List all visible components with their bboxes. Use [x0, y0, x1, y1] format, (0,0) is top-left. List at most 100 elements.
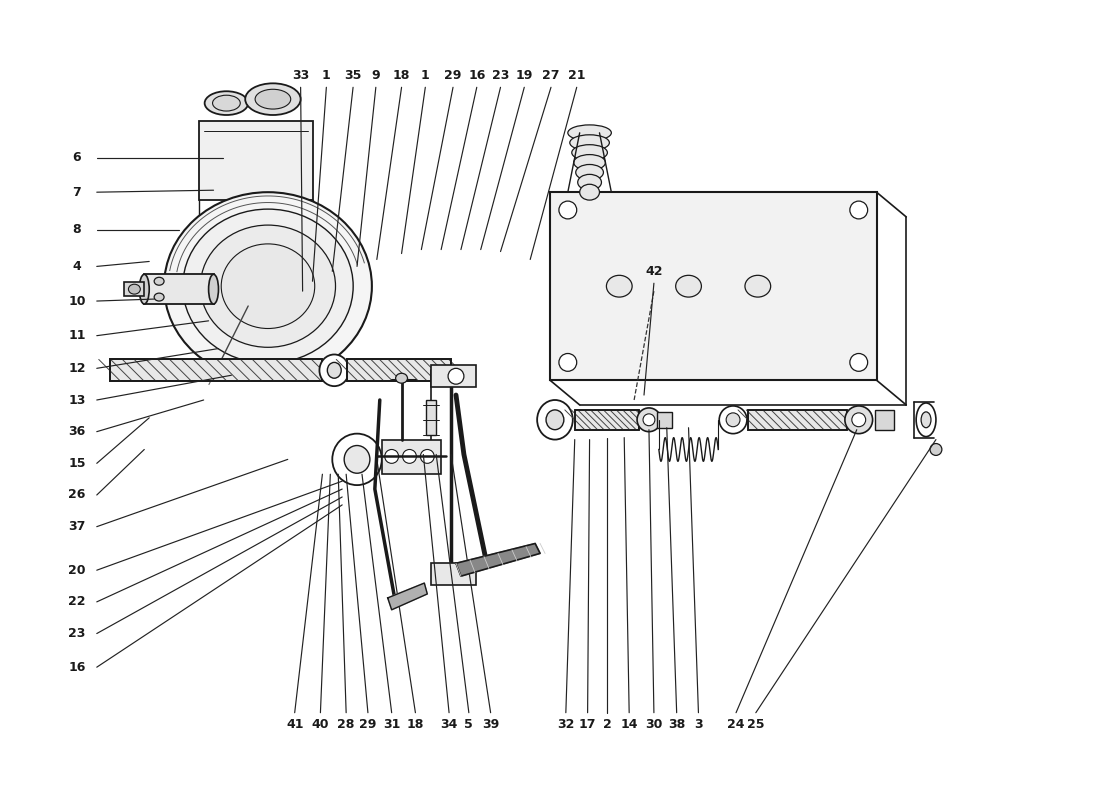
- Bar: [574, 410, 639, 430]
- Text: 21: 21: [568, 69, 585, 82]
- Text: 26: 26: [68, 489, 86, 502]
- Text: 29: 29: [360, 718, 376, 731]
- Ellipse shape: [425, 442, 438, 457]
- Text: 29: 29: [444, 69, 462, 82]
- Text: 24: 24: [727, 718, 745, 731]
- Ellipse shape: [578, 174, 602, 190]
- Text: 33: 33: [292, 69, 309, 82]
- Text: 40: 40: [311, 718, 329, 731]
- Text: 39: 39: [482, 718, 499, 731]
- Text: 1: 1: [421, 69, 430, 82]
- Ellipse shape: [245, 83, 300, 115]
- Text: 20: 20: [68, 564, 86, 577]
- Ellipse shape: [205, 91, 249, 115]
- Ellipse shape: [183, 209, 353, 363]
- Text: 12: 12: [68, 362, 86, 375]
- Bar: [382, 439, 441, 474]
- Ellipse shape: [850, 201, 868, 219]
- Text: 7: 7: [73, 186, 81, 198]
- Ellipse shape: [328, 362, 341, 378]
- Ellipse shape: [637, 408, 661, 432]
- Text: 41: 41: [286, 718, 304, 731]
- Ellipse shape: [675, 275, 702, 297]
- Ellipse shape: [448, 368, 464, 384]
- Text: 9: 9: [372, 69, 381, 82]
- Ellipse shape: [154, 278, 164, 286]
- Ellipse shape: [420, 450, 434, 463]
- Ellipse shape: [129, 284, 141, 294]
- Ellipse shape: [344, 446, 370, 474]
- Ellipse shape: [200, 225, 336, 347]
- Text: 10: 10: [68, 294, 86, 307]
- Ellipse shape: [209, 274, 219, 304]
- Ellipse shape: [916, 403, 936, 437]
- Text: 2: 2: [603, 718, 612, 731]
- Bar: [110, 359, 322, 381]
- Text: 4: 4: [73, 260, 81, 273]
- Ellipse shape: [644, 414, 654, 426]
- Ellipse shape: [575, 165, 604, 180]
- Ellipse shape: [332, 434, 382, 485]
- Ellipse shape: [255, 90, 290, 109]
- Text: 6: 6: [73, 151, 81, 164]
- Bar: [748, 410, 847, 430]
- Bar: [110, 359, 322, 381]
- Ellipse shape: [580, 184, 600, 200]
- Ellipse shape: [921, 412, 931, 428]
- Text: 23: 23: [68, 627, 86, 640]
- Text: 8: 8: [73, 223, 81, 236]
- Text: 32: 32: [557, 718, 574, 731]
- Polygon shape: [456, 543, 540, 576]
- Text: 25: 25: [747, 718, 764, 731]
- Ellipse shape: [606, 275, 632, 297]
- Bar: [550, 192, 877, 380]
- Ellipse shape: [850, 354, 868, 371]
- Text: 16: 16: [68, 661, 86, 674]
- Text: 18: 18: [393, 69, 410, 82]
- Ellipse shape: [396, 374, 407, 383]
- Text: 27: 27: [542, 69, 560, 82]
- Text: 22: 22: [68, 595, 86, 608]
- Ellipse shape: [154, 293, 164, 301]
- Bar: [199, 121, 312, 200]
- Text: 11: 11: [68, 329, 86, 342]
- Bar: [431, 366, 476, 387]
- Text: 5: 5: [464, 718, 473, 731]
- Ellipse shape: [422, 453, 440, 470]
- Ellipse shape: [140, 274, 150, 304]
- Text: 16: 16: [469, 69, 485, 82]
- Bar: [874, 410, 894, 430]
- Ellipse shape: [570, 134, 609, 150]
- Ellipse shape: [574, 154, 605, 170]
- Ellipse shape: [572, 145, 607, 161]
- Bar: [348, 359, 451, 381]
- Text: 1: 1: [322, 69, 331, 82]
- Text: 19: 19: [516, 69, 534, 82]
- Text: 28: 28: [338, 718, 355, 731]
- Text: 3: 3: [694, 718, 703, 731]
- Text: 23: 23: [492, 69, 509, 82]
- Ellipse shape: [403, 450, 417, 463]
- Bar: [431, 563, 476, 585]
- Text: 35: 35: [344, 69, 362, 82]
- Text: 15: 15: [68, 457, 86, 470]
- Bar: [124, 282, 144, 296]
- Text: 34: 34: [440, 718, 458, 731]
- Ellipse shape: [385, 450, 398, 463]
- Ellipse shape: [568, 125, 612, 141]
- Ellipse shape: [930, 443, 942, 455]
- Text: 36: 36: [68, 425, 86, 438]
- Ellipse shape: [559, 201, 576, 219]
- Text: 31: 31: [383, 718, 400, 731]
- Ellipse shape: [559, 354, 576, 371]
- Ellipse shape: [319, 354, 349, 386]
- Text: 30: 30: [646, 718, 662, 731]
- Text: 18: 18: [407, 718, 425, 731]
- Bar: [657, 412, 672, 428]
- Bar: [574, 410, 639, 430]
- Ellipse shape: [537, 400, 573, 439]
- Ellipse shape: [726, 413, 740, 426]
- Text: 13: 13: [68, 394, 86, 406]
- Text: 42: 42: [646, 265, 662, 278]
- Text: 38: 38: [668, 718, 685, 731]
